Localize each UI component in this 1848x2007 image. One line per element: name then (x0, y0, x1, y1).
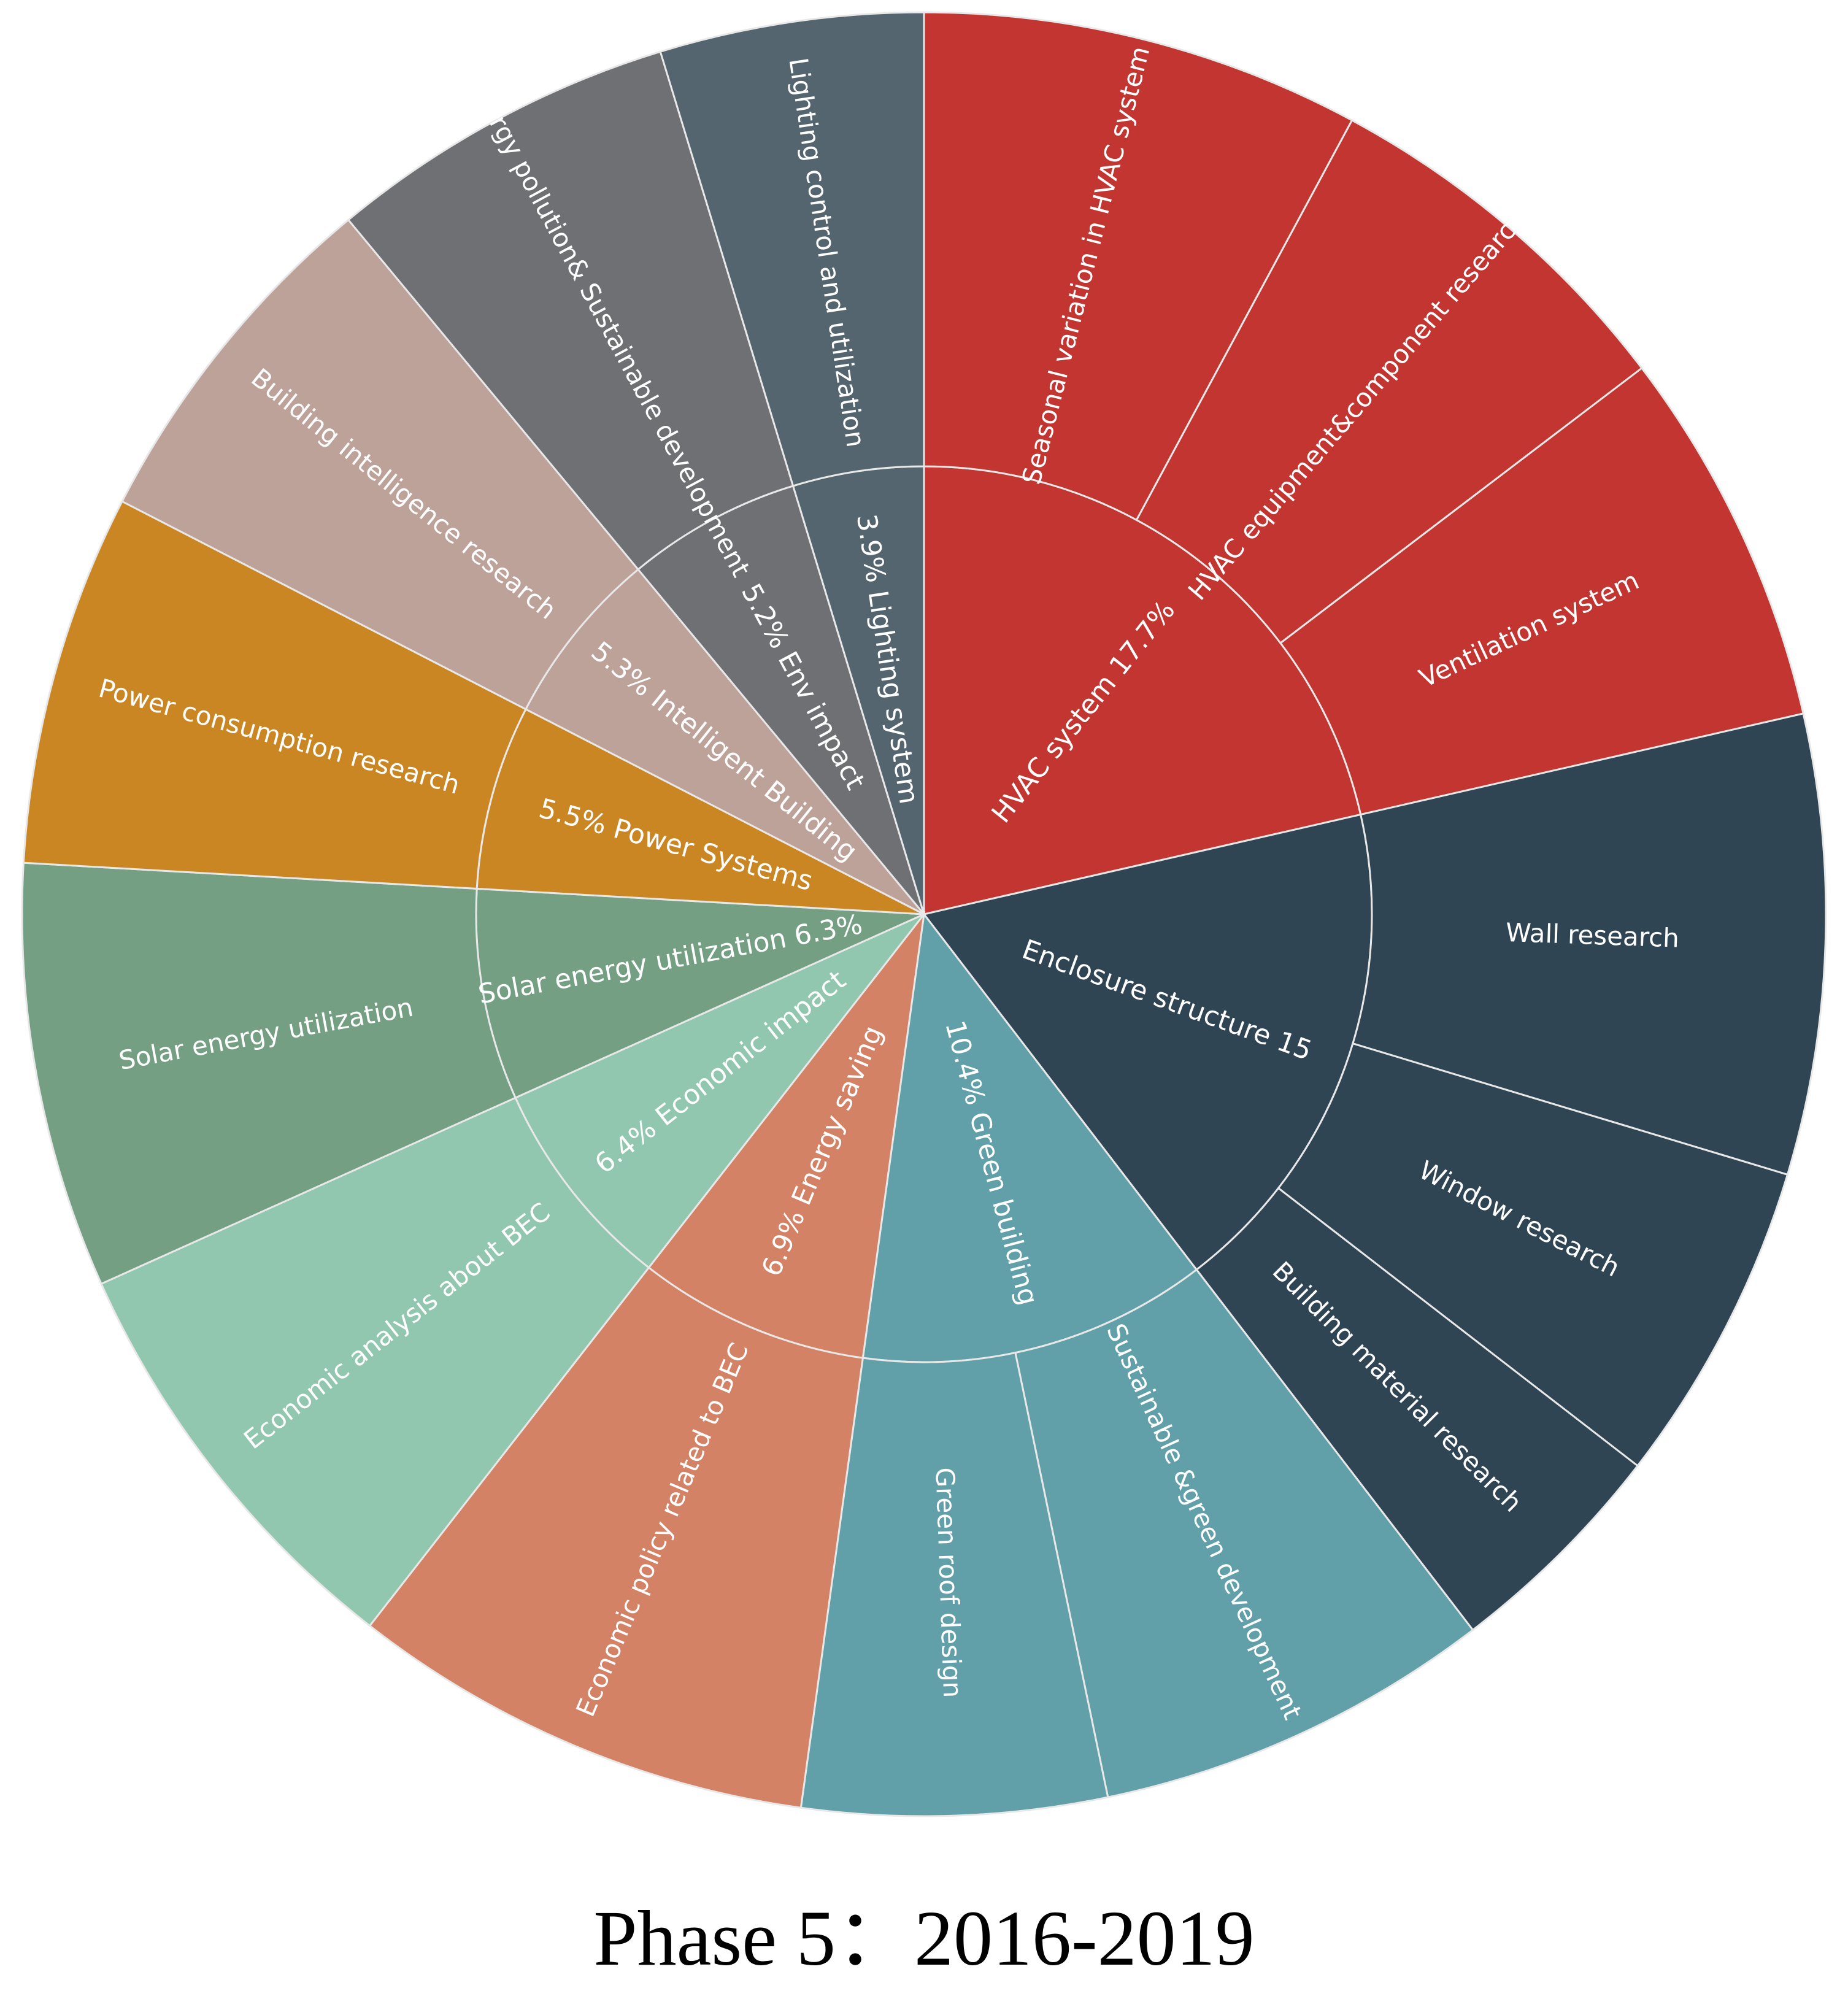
outer-slice-lighting-control-and-utilization[interactable] (659, 11, 925, 487)
outer-slice-ventilation-system[interactable] (1279, 366, 1804, 816)
chart-caption: Phase 5：2016-2019 (593, 1895, 1255, 1982)
outer-slice-seasonal-variation-in-hvac-system[interactable] (923, 11, 1353, 522)
sunburst-chart: HVAC system 17.7%Seasonal variation in H… (21, 11, 1827, 1817)
outer-slice-power-consumption-research[interactable] (22, 500, 527, 890)
outer-slice-energy-pollution-sustainable-development[interactable] (347, 50, 795, 571)
outer-slice-economic-policy-related-to-bec[interactable] (368, 1266, 864, 1809)
outer-slice-building-intelligence-research[interactable] (121, 218, 640, 711)
outer-slice-economic-analysis-about-bec[interactable] (100, 1096, 650, 1627)
outer-slice-hvac-equipment-component-research[interactable] (1135, 119, 1644, 645)
outer-slice-window-research[interactable] (1277, 1042, 1789, 1468)
outer-label-wall-research: Wall research (1505, 917, 1679, 953)
outer-slice-solar-energy-utilization[interactable] (21, 861, 517, 1285)
outer-slice-wall-research[interactable] (1352, 712, 1827, 1176)
outer-slice-sustainable-green-development[interactable] (1014, 1268, 1474, 1798)
